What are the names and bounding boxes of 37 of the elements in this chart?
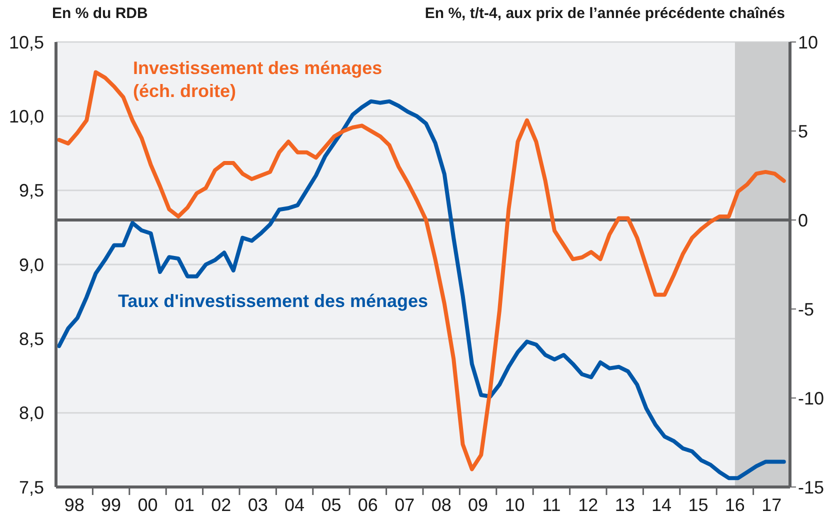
y-tick-label: 10,5 [8,32,44,52]
x-tick-label: 08 [431,495,452,515]
series-label: Investissement des ménages (éch. droite) [133,57,384,103]
x-tick-label: 12 [578,495,598,515]
y-tick-label: 9,0 [18,254,44,275]
y2-tick-label: -10 [798,388,824,408]
x-tick-label: 16 [724,495,745,515]
y-axis-title: En % du RDB [52,5,148,22]
y-tick-label: 8,0 [18,403,44,424]
series-label: Taux d'investissement des ménages [118,290,430,313]
x-tick-label: 14 [652,495,672,515]
x-tick-label: 13 [614,495,635,515]
x-tick-label: 00 [138,495,158,515]
y2-tick-label: -15 [798,477,824,498]
x-tick-label: 98 [64,495,84,515]
y-tick-label: 9,5 [18,180,44,201]
x-tick-label: 07 [394,495,415,515]
y2-axis-title: En %, t/t-4, aux prix de l’année précédente chaînés [424,5,785,22]
y-tick-label: 8,5 [18,329,44,350]
x-tick-label: 01 [174,495,194,515]
x-tick-label: 03 [248,495,268,515]
y2-tick-label: 5 [798,121,808,142]
y2-tick-label: 10 [798,32,818,52]
x-tick-label: 15 [688,495,708,515]
x-tick-label: 10 [504,495,525,515]
x-tick-label: 05 [321,495,342,515]
x-tick-label: 11 [542,495,561,515]
y-tick-label: 10,0 [8,106,44,127]
x-tick-label: 02 [211,495,232,515]
x-tick-label: 17 [762,495,782,515]
x-tick-label: 04 [284,495,305,515]
y2-tick-label: 0 [798,210,808,230]
y-tick-label: 7,5 [18,477,44,498]
x-tick-label: 99 [101,495,122,515]
x-tick-label: 09 [468,495,488,515]
x-tick-label: 06 [358,495,378,515]
y2-tick-label: -5 [798,299,814,320]
